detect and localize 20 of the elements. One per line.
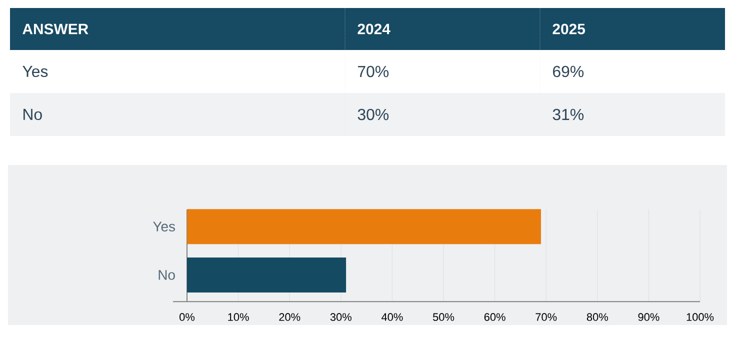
text: 2025 <box>552 24 586 34</box>
x-tick-label: 0% <box>180 313 195 321</box>
text: 69% <box>553 66 584 78</box>
x-tick-label: 40% <box>381 313 403 321</box>
text: Yes <box>22 66 48 78</box>
text: No <box>24 108 42 120</box>
text: 70% <box>358 66 389 78</box>
x-tick-label: 80% <box>586 313 608 321</box>
x-tick-label: 30% <box>330 313 352 321</box>
text: 2024 <box>358 24 390 34</box>
x-tick-label: 60% <box>484 313 506 321</box>
text: 31% <box>552 108 584 120</box>
x-tick-label: 100% <box>686 313 714 321</box>
text: ANSWER <box>22 24 88 34</box>
x-tick-label: 20% <box>279 313 300 321</box>
x-tick-label: 70% <box>536 313 557 321</box>
x-tick-label: 10% <box>228 313 249 321</box>
x-tick-label: 90% <box>638 313 660 321</box>
text: 30% <box>358 108 389 120</box>
x-tick-label: 50% <box>432 313 454 321</box>
